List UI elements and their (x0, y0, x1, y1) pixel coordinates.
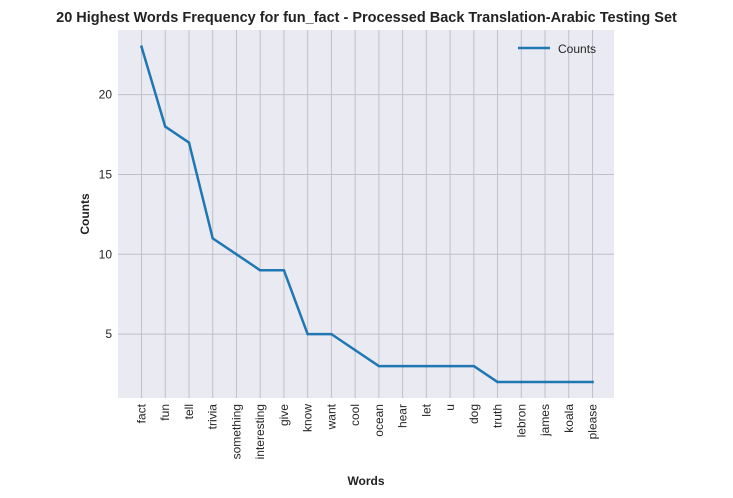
x-tick-label: know (301, 404, 315, 432)
x-tick-label: something (229, 404, 243, 459)
x-tick-label: interesting (253, 404, 267, 459)
data-point (567, 380, 571, 384)
y-tick-label: 15 (99, 167, 113, 181)
x-axis-label: Words (347, 474, 384, 488)
data-point (401, 364, 404, 368)
x-tick-label: ocean (372, 404, 386, 437)
data-point (258, 269, 262, 272)
data-point (163, 125, 167, 128)
y-tick-label: 20 (99, 88, 113, 102)
legend-label-counts: Counts (558, 42, 596, 56)
x-tick-label: let (419, 403, 433, 416)
x-tick-label: give (277, 404, 291, 426)
x-tick-label: want (324, 403, 338, 430)
x-tick-label: james (538, 404, 552, 437)
data-point (448, 364, 452, 368)
y-tick-label: 10 (99, 247, 113, 261)
y-axis-label: Counts (78, 193, 92, 235)
grid-lines (118, 30, 614, 398)
series-line-counts (139, 45, 594, 384)
data-point (496, 380, 499, 384)
data-point (235, 253, 238, 256)
y-axis-ticks: 5 10 15 20 (99, 88, 113, 341)
data-point (282, 269, 286, 272)
x-tick-label: koala (562, 404, 576, 433)
chart-title: 20 Highest Words Frequency for fun_fact … (56, 10, 677, 26)
data-point (330, 332, 333, 336)
data-point (187, 141, 191, 144)
data-point (543, 380, 547, 384)
data-point (140, 45, 143, 49)
x-tick-label: dog (467, 404, 481, 424)
data-point (377, 364, 381, 368)
x-tick-label: cool (348, 404, 362, 426)
x-tick-label: lebron (514, 404, 528, 437)
x-tick-label: u (443, 404, 457, 411)
y-tick-label: 5 (105, 327, 112, 341)
plot-area (118, 30, 614, 398)
x-tick-label: truth (491, 404, 505, 428)
x-tick-label: hear (396, 404, 410, 428)
x-tick-label: trivia (206, 404, 220, 430)
data-point (520, 380, 523, 384)
data-point (306, 332, 309, 336)
data-point (425, 364, 428, 368)
series-layer (139, 45, 594, 384)
data-point (211, 237, 214, 240)
x-tick-label: tell (182, 404, 196, 419)
legend: Counts (518, 42, 596, 56)
x-tick-label: please (586, 404, 600, 440)
data-point (472, 364, 476, 368)
data-point (591, 380, 594, 384)
x-tick-label: fun (158, 404, 172, 421)
data-point (353, 348, 357, 352)
x-tick-label: fact (135, 403, 149, 423)
x-axis-ticks: fact fun tell trivia something interesting giv… (135, 403, 600, 459)
